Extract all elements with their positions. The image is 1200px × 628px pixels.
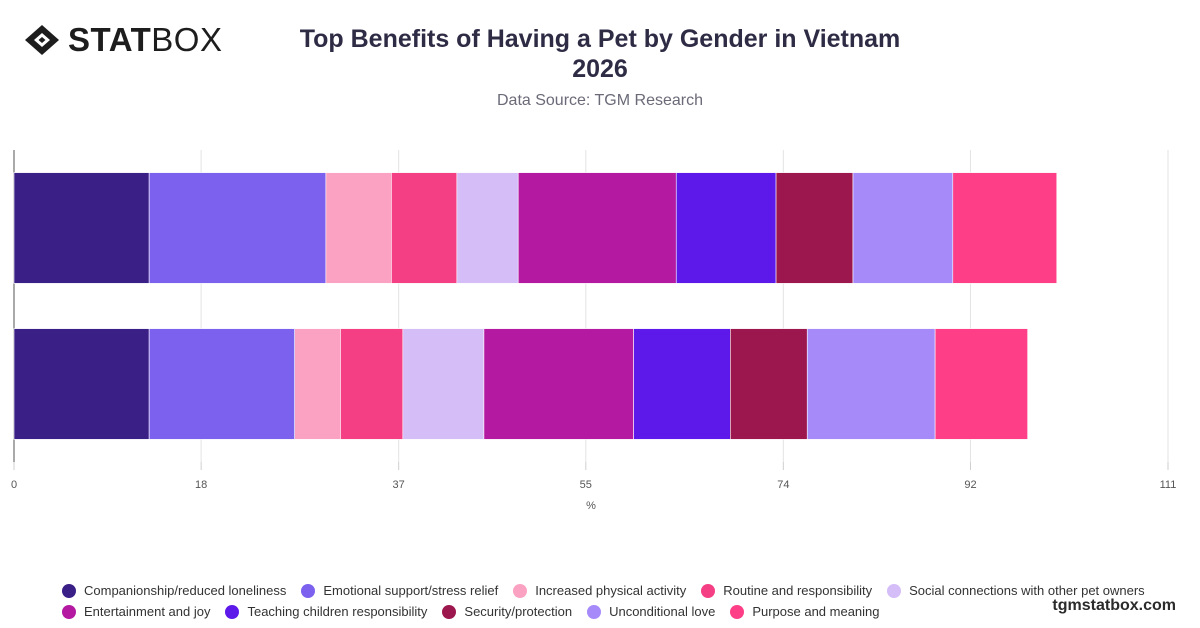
x-axis-label: % [586,500,596,512]
bar-segment [391,172,458,284]
x-tick-label: 0 [11,479,17,491]
x-tick-label: 111 [1160,479,1177,491]
legend-swatch [225,604,240,619]
legend-label: Social connections with other pet owners [909,583,1145,598]
legend-item[interactable]: Teaching children responsibility [225,604,427,619]
legend-label: Companionship/reduced loneliness [84,583,287,598]
bar-segment [340,328,404,440]
legend-swatch [730,604,745,619]
bar-segment [13,328,150,440]
legend-label: Increased physical activity [535,583,687,598]
bar-segment [13,172,150,284]
legend-swatch [62,604,76,619]
x-tick-label: 92 [964,479,976,491]
legend-item[interactable]: Purpose and meaning [730,604,880,619]
legend-label: Entertainment and joy [84,604,211,619]
stacked-bar-chart: 0 18 37 55 74 92 111% [11,150,1177,512]
chart-title: Top Benefits of Having a Pet by Gender i… [290,24,910,84]
bar-segment [806,328,936,440]
bar-segment [325,172,392,284]
bar-segment [402,328,485,440]
bar-segment [148,328,296,440]
legend-row: Companionship/reduced loneliness Emotiona… [62,580,1162,601]
logo-box-text: BOX [151,21,223,58]
x-tick-label: 18 [195,479,207,491]
x-tick-label: 37 [393,479,405,491]
chart-subtitle: Data Source: TGM Research [496,92,703,109]
legend-label: Emotional support/stress relief [323,583,499,598]
legend-item[interactable]: Companionship/reduced loneliness [62,583,286,598]
legend-swatch [442,604,457,619]
legend-item[interactable]: Social connections with other pet owners [887,583,1145,598]
diamond-logo-icon [25,25,59,55]
legend-item[interactable]: Routine and responsibility [701,583,872,598]
legend-swatch [887,583,902,598]
legend-item[interactable]: Increased physical activity [513,583,686,598]
legend-swatch [301,583,316,598]
chart-title-line2: 2026 [572,55,628,83]
chart-legend: Companionship/reduced loneliness Emotiona… [62,580,1162,622]
legend-swatch [513,583,528,598]
legend-item[interactable]: Unconditional love [587,604,715,619]
bar-segment [675,172,777,284]
logo-wordmark: STATBOX [68,22,222,58]
bar-segment [517,172,677,284]
legend-item[interactable]: Emotional support/stress relief [301,583,498,598]
bar-segment [148,172,327,284]
legend-label: Routine and responsibility [723,583,873,598]
x-tick-label: 74 [777,479,789,491]
bar-segment [852,172,954,284]
legend-swatch [701,583,716,598]
bar-segment [952,172,1058,284]
bar-segment [934,328,1028,440]
bar-segment [775,172,854,284]
chart-title-line1: Top Benefits of Having a Pet by Gender i… [299,25,901,53]
bar-segment [730,328,808,440]
bar-segment [456,172,519,284]
legend-swatch [62,583,76,598]
legend-label: Security/protection [464,604,573,619]
site-url: tgmstatbox.com [1052,597,1176,614]
legend-item[interactable]: Entertainment and joy [62,604,210,619]
x-tick-label: 55 [580,479,592,491]
legend-row: Entertainment and joy Teaching children r… [62,601,1162,622]
legend-label: Unconditional love [609,604,716,619]
legend-item[interactable]: Security/protection [442,604,572,619]
bar-segment [633,328,731,440]
legend-label: Purpose and meaning [752,604,880,619]
bar-segment [483,328,634,440]
statbox-logo: STATBOX [24,22,222,58]
legend-swatch [587,604,602,619]
legend-label: Teaching children responsibility [247,604,428,619]
logo-stat-text: STAT [68,21,152,58]
bar-segment [294,328,341,440]
